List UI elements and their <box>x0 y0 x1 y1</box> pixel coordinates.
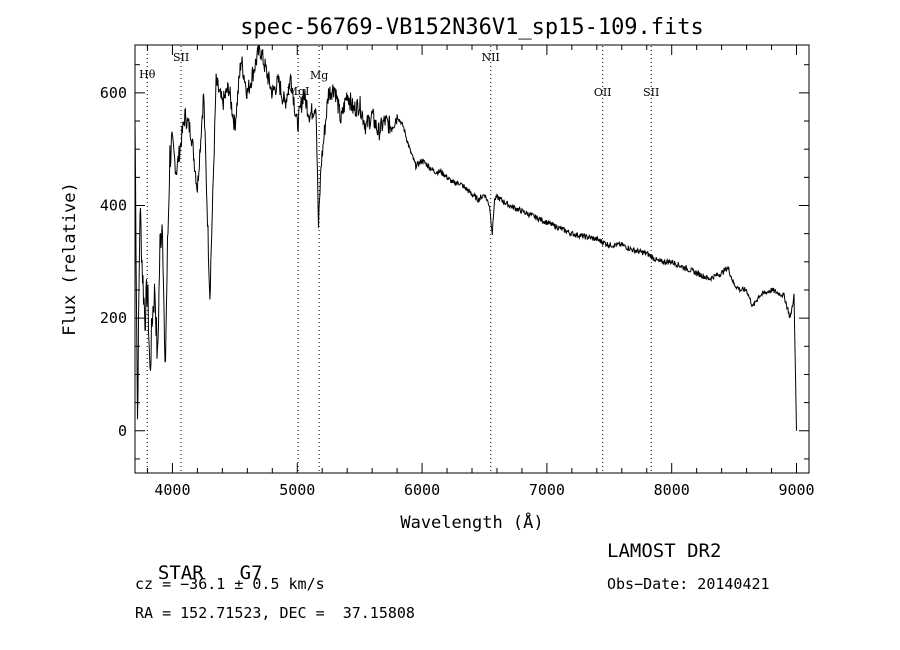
object-class: STAR G7 <box>135 540 263 584</box>
marker-label: SII <box>173 51 189 64</box>
y-tick-label: 0 <box>118 422 127 440</box>
obs-date-text: Obs−Date: 20140421 <box>607 575 770 593</box>
x-tick-label: 6000 <box>404 481 440 499</box>
marker-label: Hθ <box>139 68 156 81</box>
x-tick-label: 7000 <box>529 481 565 499</box>
x-axis-label: Wavelength (Å) <box>400 511 543 533</box>
marker-label: MgI <box>287 85 310 98</box>
redshift-text: cz = −36.1 ± 0.5 km/s <box>135 575 325 593</box>
y-axis-label: Flux (relative) <box>60 182 80 336</box>
coordinates-text: RA = 152.71523, DEC = 37.15808 <box>135 604 415 622</box>
x-tick-label: 8000 <box>654 481 690 499</box>
y-axis: 0 200 400 600 <box>100 64 809 460</box>
x-tick-label: 4000 <box>154 481 190 499</box>
chart-title: spec-56769-VB152N36V1_sp15-109.fits <box>240 15 704 40</box>
x-tick-label: 5000 <box>279 481 315 499</box>
subclass-label: G7 <box>239 562 263 584</box>
y-tick-label: 400 <box>100 197 127 215</box>
y-tick-label: 200 <box>100 309 127 327</box>
x-axis: 4000 5000 6000 7000 8000 9000 <box>146 45 815 499</box>
survey-label: LAMOST DR2 <box>607 540 722 562</box>
spectrum-line <box>134 44 797 431</box>
marker-label: NII <box>482 51 500 64</box>
x-tick-label: 9000 <box>778 481 814 499</box>
marker-label: Mg <box>310 69 328 82</box>
marker-label: SII <box>643 86 659 99</box>
class-label: STAR <box>157 562 204 584</box>
marker-label: OII <box>594 86 612 99</box>
y-tick-label: 600 <box>100 84 127 102</box>
